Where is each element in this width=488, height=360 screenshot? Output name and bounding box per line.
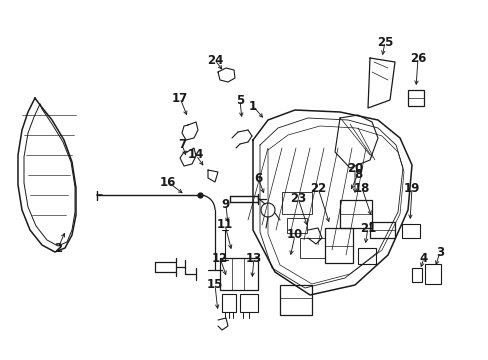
Text: 17: 17: [171, 91, 188, 104]
Text: 18: 18: [353, 181, 369, 194]
Text: 13: 13: [245, 252, 262, 265]
Bar: [424, 264, 440, 284]
Text: 16: 16: [160, 175, 176, 189]
Text: 3: 3: [435, 246, 443, 258]
Text: 2: 2: [54, 242, 62, 255]
Bar: [357, 248, 375, 264]
Text: 19: 19: [403, 181, 419, 194]
Text: 25: 25: [376, 36, 392, 49]
Text: 8: 8: [353, 167, 362, 180]
Text: 6: 6: [253, 171, 262, 184]
Text: 10: 10: [286, 229, 303, 242]
Text: 22: 22: [309, 181, 325, 194]
Bar: [411, 268, 421, 282]
Bar: [407, 90, 423, 106]
Bar: [240, 294, 258, 312]
Text: 12: 12: [211, 252, 228, 265]
Text: 15: 15: [206, 279, 223, 292]
Text: 14: 14: [187, 148, 204, 162]
Text: 9: 9: [222, 198, 230, 211]
Text: 1: 1: [248, 99, 257, 112]
Text: 11: 11: [217, 219, 233, 231]
Bar: [325, 228, 352, 263]
Bar: [282, 192, 311, 214]
Bar: [339, 200, 371, 228]
Text: 23: 23: [289, 192, 305, 204]
Text: 26: 26: [409, 51, 426, 64]
Bar: [220, 258, 258, 290]
Bar: [286, 218, 306, 233]
Text: 5: 5: [235, 94, 244, 107]
Text: 7: 7: [178, 139, 185, 152]
Bar: [299, 238, 325, 258]
Bar: [280, 285, 311, 315]
Text: 20: 20: [346, 162, 363, 175]
Bar: [401, 224, 419, 238]
Bar: [369, 222, 394, 238]
Bar: [222, 294, 236, 312]
Text: 4: 4: [419, 252, 427, 265]
Text: 24: 24: [206, 54, 223, 67]
Text: 21: 21: [359, 221, 375, 234]
